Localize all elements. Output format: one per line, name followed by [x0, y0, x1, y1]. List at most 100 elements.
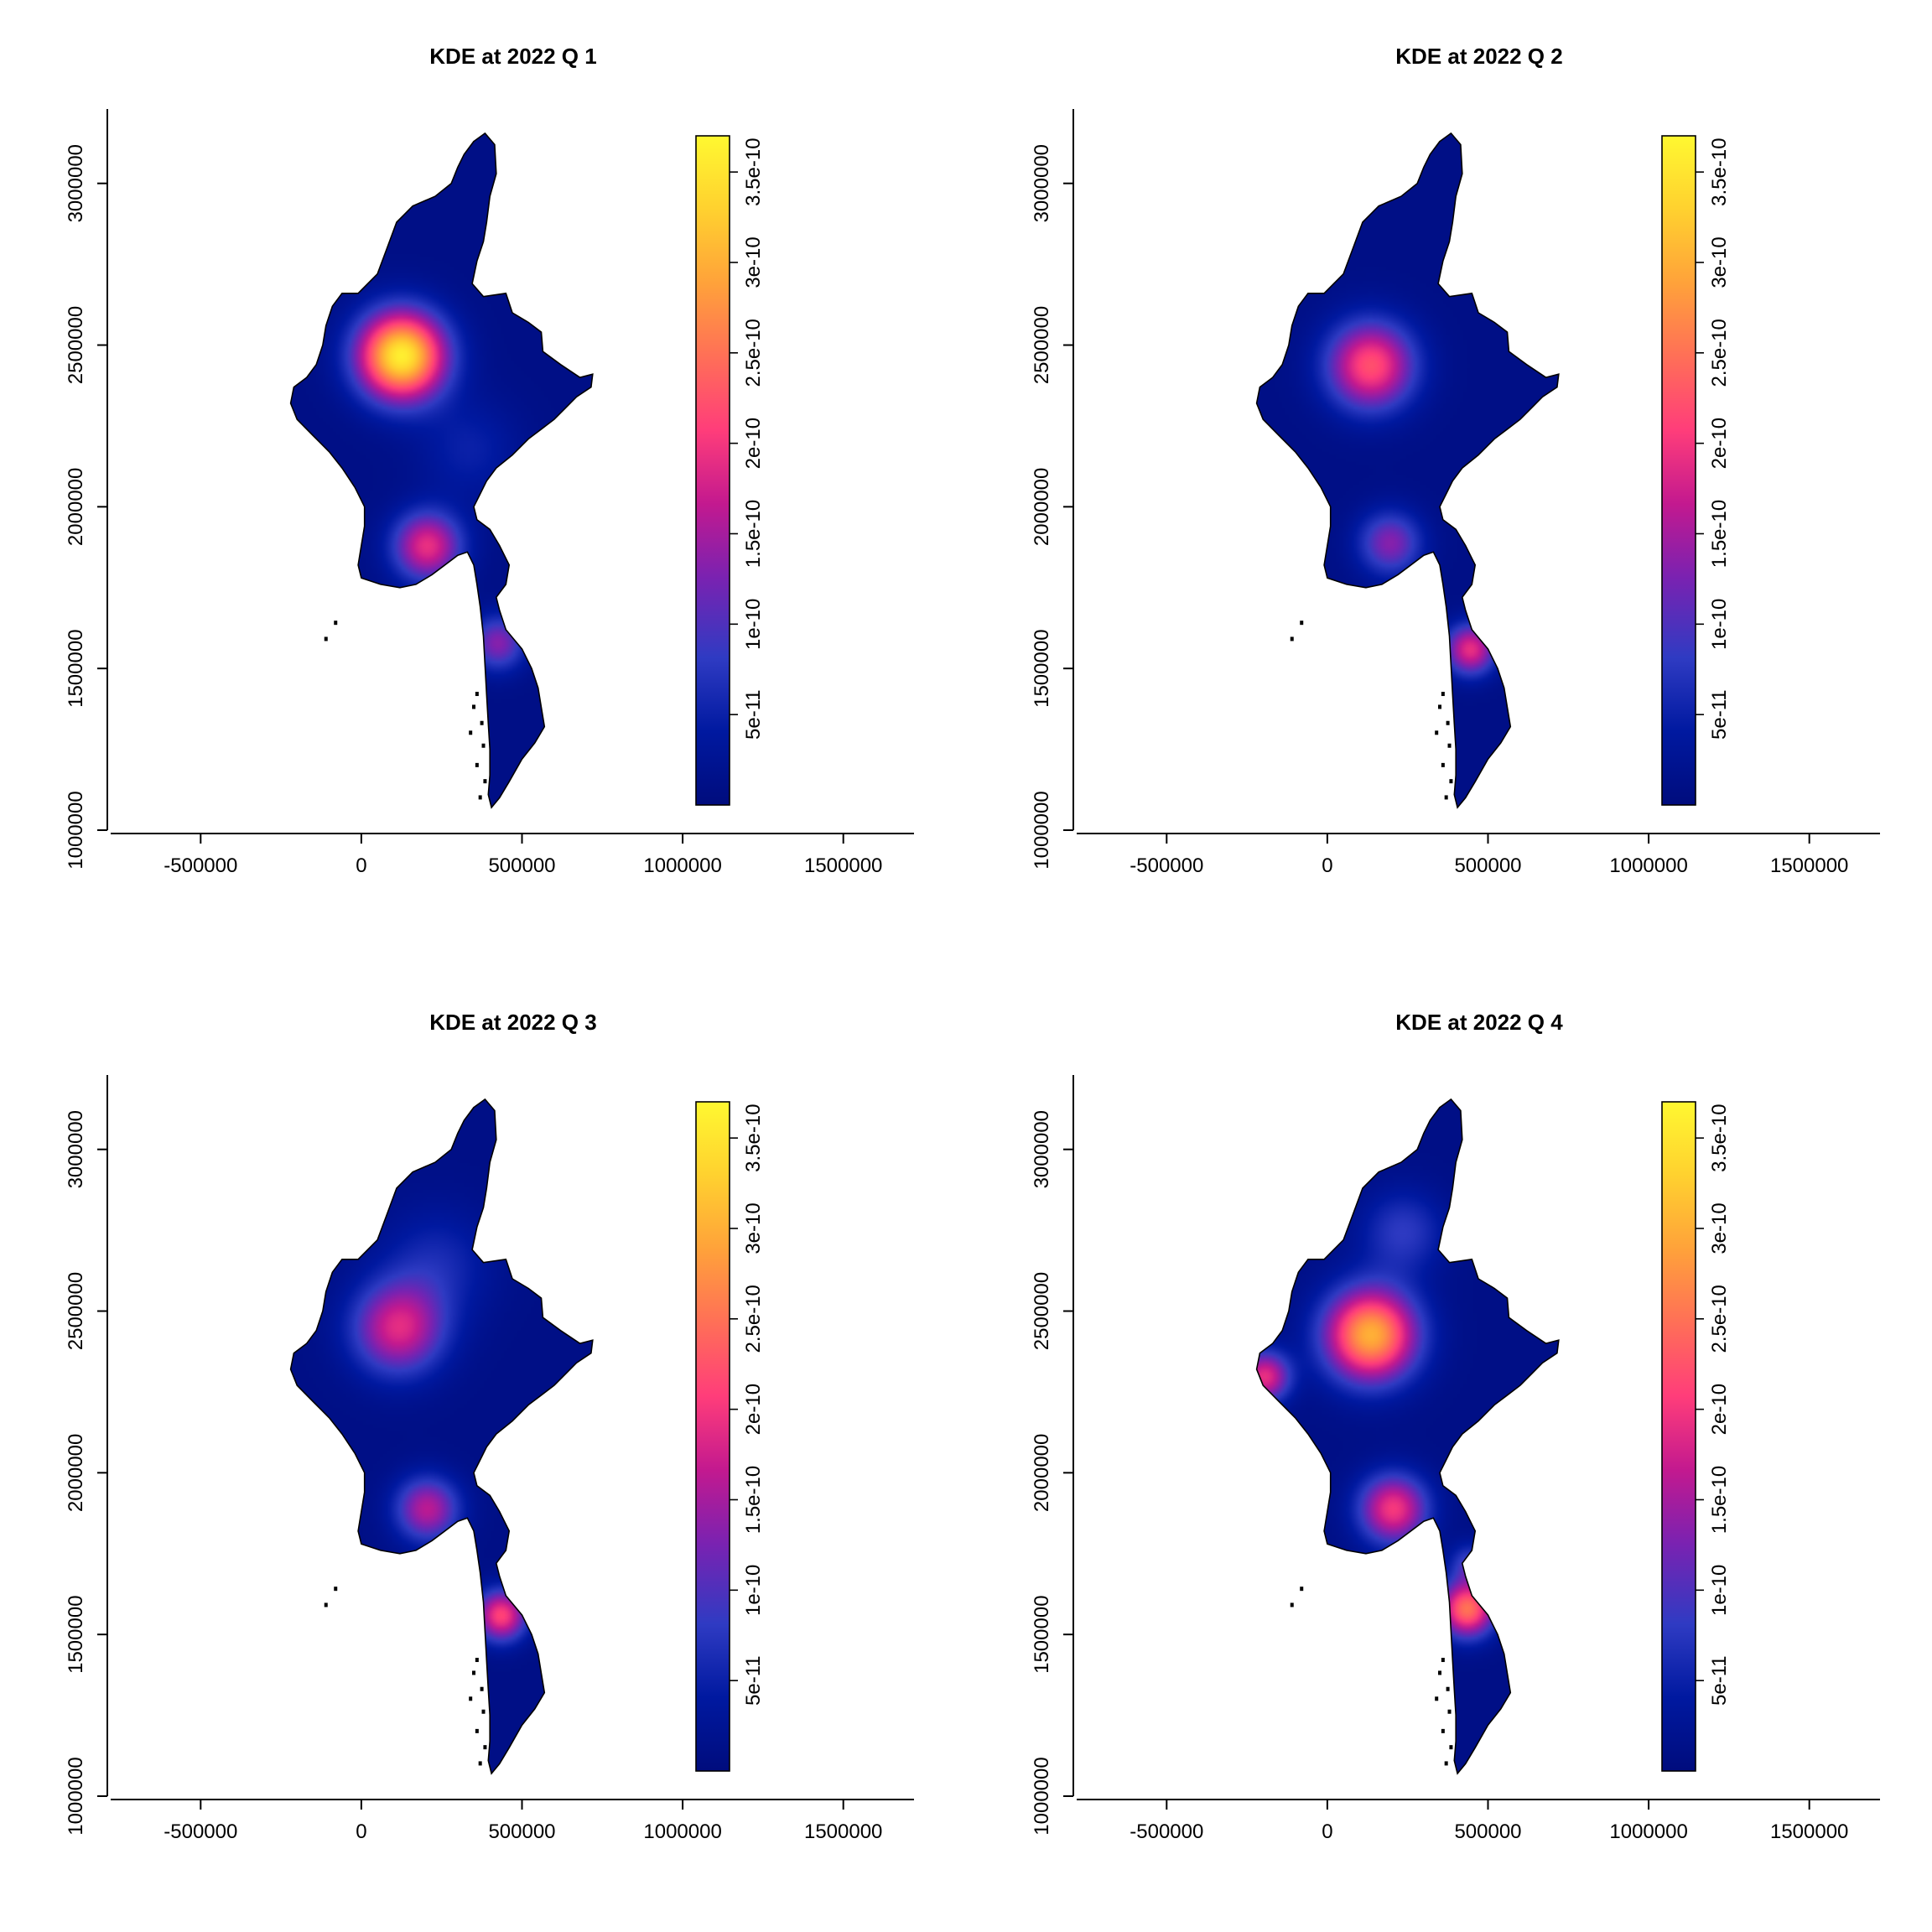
island-mark: [1435, 1696, 1439, 1701]
y-tick-label: 2000000: [1031, 468, 1053, 546]
kde-map: [1255, 1098, 1560, 1775]
x-tick-label: 500000: [1454, 1820, 1521, 1843]
panel-q1: KDE at 2022 Q 1 -500000 0 500000 1000000 150…: [65, 44, 914, 877]
y-tick-label: 1000000: [65, 791, 87, 869]
colorbar-gradient: [695, 135, 730, 806]
island-mark: [472, 1670, 476, 1675]
colorbar-tick-label: 2.5e-10: [1708, 1285, 1731, 1353]
colorbar-tick-label: 2e-10: [742, 1384, 765, 1435]
colorbar-gradient: [1661, 135, 1696, 806]
island-mark: [472, 704, 476, 709]
kde-map: [289, 132, 594, 809]
colorbar-tick-label: 1.5e-10: [742, 500, 765, 568]
x-tick-label: 1000000: [1609, 1820, 1687, 1843]
x-tick-label: 1500000: [1770, 854, 1848, 877]
colorbar-tick-label: 1e-10: [742, 1565, 765, 1616]
y-tick-label: 3000000: [65, 144, 87, 222]
island-mark: [475, 692, 479, 697]
y-tick-label: 2500000: [65, 1272, 87, 1350]
island-mark: [1447, 743, 1452, 748]
island-mark: [475, 1658, 479, 1663]
island-mark: [1446, 720, 1450, 725]
colorbar-gradient: [1661, 1101, 1696, 1772]
x-tick-label: 500000: [488, 854, 555, 877]
island-mark: [1441, 692, 1445, 697]
island-mark: [475, 762, 479, 767]
island-mark: [1449, 1745, 1453, 1750]
density-colorbar: 5e-11 1e-10 1.5e-10 2e-10 2.5e-10 3e-10 3.5e-1…: [695, 1101, 765, 1772]
x-tick-label: -500000: [164, 854, 237, 877]
density-raster: [290, 1098, 593, 1774]
density-raster: [1256, 1098, 1559, 1774]
island-mark: [483, 1745, 487, 1750]
y-tick-label: 1500000: [1031, 1595, 1053, 1673]
island-mark: [1438, 1670, 1442, 1675]
island-mark: [1444, 1761, 1448, 1766]
x-tick-label: 0: [1322, 854, 1332, 877]
island-mark: [1449, 779, 1453, 784]
colorbar-gradient: [695, 1101, 730, 1772]
y-tick-label: 2000000: [1031, 1434, 1053, 1512]
island-mark: [1441, 1728, 1445, 1733]
colorbar-tick-label: 3.5e-10: [1708, 1104, 1731, 1171]
y-tick-label: 1000000: [1031, 791, 1053, 869]
island-mark: [475, 1728, 479, 1733]
panel-q3: KDE at 2022 Q 3 -500000 0 500000 1000000 150…: [65, 1010, 914, 1843]
island-mark: [1447, 1709, 1452, 1714]
y-tick-label: 1500000: [65, 629, 87, 707]
colorbar-tick-label: 3e-10: [742, 1202, 765, 1254]
colorbar-tick-label: 3e-10: [1708, 1202, 1731, 1254]
kde-map: [289, 1098, 594, 1775]
y-tick-label: 1000000: [65, 1757, 87, 1835]
island-mark: [483, 779, 487, 784]
island-mark: [1290, 1602, 1294, 1607]
colorbar-tick-label: 2.5e-10: [1708, 319, 1731, 387]
colorbar-tick-label: 3e-10: [1708, 236, 1731, 288]
colorbar-tick-label: 2.5e-10: [742, 319, 765, 387]
colorbar-tick-label: 5e-11: [1708, 1655, 1731, 1706]
x-tick-label: 500000: [488, 1820, 555, 1843]
colorbar-tick-label: 3.5e-10: [742, 1104, 765, 1171]
colorbar-tick-label: 5e-11: [742, 1655, 765, 1706]
x-tick-label: 1000000: [1609, 854, 1687, 877]
density-raster: [1256, 132, 1559, 808]
colorbar-tick-label: 3.5e-10: [742, 138, 765, 205]
island-mark: [478, 1761, 482, 1766]
axes: -500000 0 500000 1000000 1500000 1000000 15000…: [65, 1075, 914, 1843]
island-mark: [324, 1602, 328, 1607]
colorbar-tick-label: 1e-10: [1708, 1565, 1731, 1616]
colorbar-tick-label: 2e-10: [742, 418, 765, 469]
colorbar-tick-label: 3e-10: [742, 236, 765, 288]
island-mark: [324, 636, 328, 641]
colorbar-tick-label: 2e-10: [1708, 418, 1731, 469]
island-mark: [334, 1587, 338, 1592]
colorbar-tick-label: 2.5e-10: [742, 1285, 765, 1353]
colorbar-tick-label: 1e-10: [1708, 599, 1731, 650]
island-mark: [469, 1696, 473, 1701]
colorbar-tick-label: 3.5e-10: [1708, 138, 1731, 205]
panel-title: KDE at 2022 Q 2: [1395, 44, 1562, 69]
y-tick-label: 2000000: [65, 468, 87, 546]
axes: -500000 0 500000 1000000 1500000 1000000 15000…: [1031, 1075, 1880, 1843]
colorbar-tick-label: 5e-11: [742, 689, 765, 740]
x-tick-label: 1000000: [643, 854, 721, 877]
colorbar-tick-label: 5e-11: [1708, 689, 1731, 740]
y-tick-label: 3000000: [1031, 1110, 1053, 1188]
y-tick-label: 2000000: [65, 1434, 87, 1512]
panel-title: KDE at 2022 Q 1: [429, 44, 596, 69]
y-tick-label: 1000000: [1031, 1757, 1053, 1835]
x-tick-label: 1000000: [643, 1820, 721, 1843]
density-raster: [290, 132, 593, 808]
island-mark: [1438, 704, 1442, 709]
island-mark: [1441, 1658, 1445, 1663]
island-mark: [1300, 621, 1304, 626]
island-mark: [478, 795, 482, 800]
country-outline: [289, 1098, 594, 1775]
island-mark: [1435, 730, 1439, 735]
island-mark: [334, 621, 338, 626]
axes: -500000 0 500000 1000000 1500000 1000000 15000…: [1031, 109, 1880, 877]
colorbar-tick-label: 1e-10: [742, 599, 765, 650]
density-colorbar: 5e-11 1e-10 1.5e-10 2e-10 2.5e-10 3e-10 3.5e-1…: [1661, 1101, 1731, 1772]
x-tick-label: 0: [356, 1820, 366, 1843]
